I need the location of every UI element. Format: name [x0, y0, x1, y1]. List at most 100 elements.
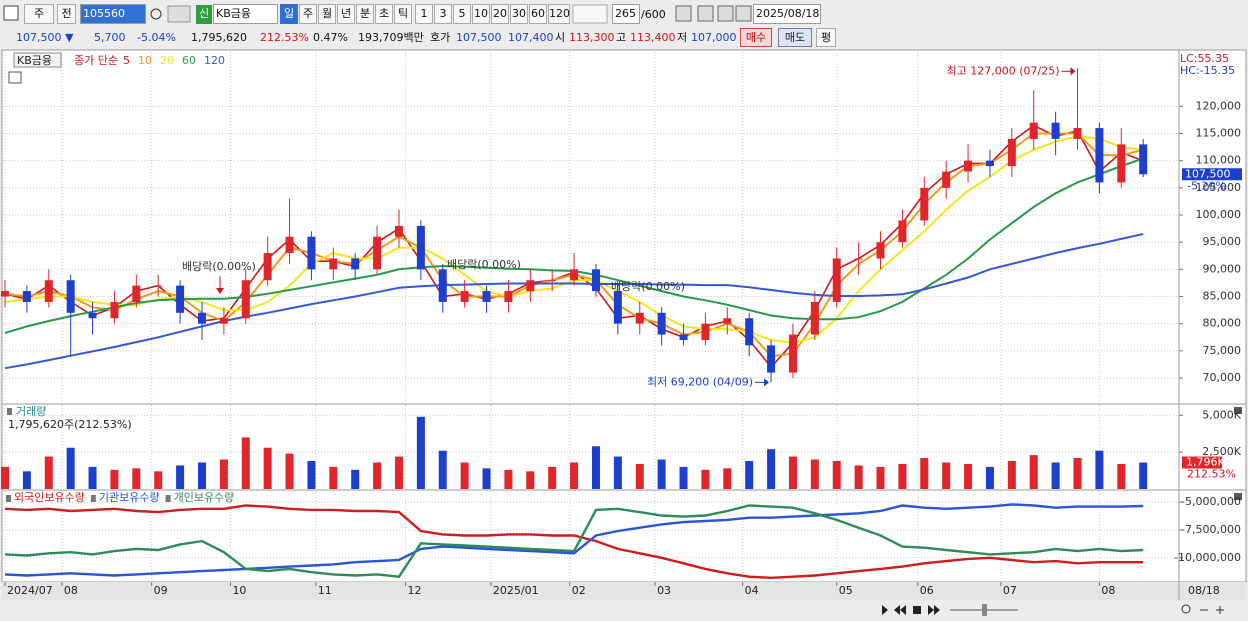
holding-line [4, 504, 1144, 578]
zoom-in[interactable] [1216, 606, 1224, 614]
zoom-thumb[interactable] [982, 604, 987, 616]
candle-body [985, 160, 994, 167]
prev-button[interactable]: 전 [57, 4, 76, 24]
minute-button[interactable]: 10 [472, 4, 490, 24]
volume-bar [1073, 458, 1082, 489]
interval-button[interactable]: 틱 [394, 4, 412, 24]
pane-title-marker [7, 408, 12, 415]
volume-bar [460, 462, 469, 489]
sell-button[interactable]: 매도 [778, 28, 812, 47]
minute-button[interactable]: 1 [415, 4, 433, 24]
sound-button[interactable] [167, 5, 191, 23]
interval-button[interactable]: 일 [280, 4, 298, 24]
candle-body [1007, 138, 1016, 167]
count-input[interactable]: 265 [612, 4, 640, 24]
quote-volume: 1,795,620 [191, 31, 247, 44]
candle-body [307, 236, 316, 270]
tool-icon[interactable] [717, 5, 734, 22]
quote-open: 113,300 [569, 31, 615, 44]
minute-dropdown[interactable] [572, 4, 608, 24]
candle-body [1073, 128, 1082, 139]
minute-button[interactable]: 20 [491, 4, 509, 24]
date-input[interactable]: 2025/08/18 [753, 4, 821, 24]
candle-body [613, 291, 622, 324]
y-tick-label: 115,000 [1196, 127, 1242, 140]
candle-body [591, 269, 600, 292]
bottom-bar [0, 601, 1248, 621]
tool-icon[interactable] [735, 5, 752, 22]
x-tick-label: 08 [64, 584, 78, 597]
window-icon[interactable] [3, 5, 19, 21]
quote-high: 113,400 [630, 31, 676, 44]
minute-button[interactable]: 60 [529, 4, 547, 24]
volume-bar [526, 471, 535, 489]
last-volume-box [1182, 456, 1222, 469]
x-tick-label: 06 [920, 584, 934, 597]
volume-bar [1139, 462, 1148, 489]
candle-body [285, 236, 294, 254]
candle-body [482, 291, 491, 302]
interval-button[interactable]: 월 [318, 4, 336, 24]
x-tick-label: 11 [318, 584, 332, 597]
candle-body [460, 291, 469, 302]
candle-body [854, 258, 863, 260]
last-change-label: -5.20% [1187, 179, 1226, 192]
legend-entry: 개인보유수량 [174, 491, 235, 504]
scroll-start[interactable] [894, 605, 906, 615]
search-button[interactable] [150, 8, 162, 20]
interval-button[interactable]: 초 [375, 4, 393, 24]
tool-icon[interactable] [697, 5, 714, 22]
buy-button[interactable]: 매수 [740, 28, 772, 47]
candle-body [526, 280, 535, 292]
interval-button[interactable]: 년 [337, 4, 355, 24]
volume-bar [657, 459, 666, 489]
scroll-right[interactable] [882, 605, 888, 615]
minute-button[interactable]: 3 [434, 4, 452, 24]
candle-body [329, 258, 338, 270]
interval-button[interactable]: 분 [356, 4, 374, 24]
period-select[interactable]: 주 [24, 4, 54, 24]
legend-entry: 10 [138, 54, 152, 67]
interval-button[interactable]: 주 [299, 4, 317, 24]
legend-entry: 20 [160, 54, 174, 67]
holding-line [4, 504, 1144, 580]
pane-menu[interactable] [1234, 407, 1242, 414]
volume-bar [329, 466, 338, 489]
volume-bar [1007, 461, 1016, 489]
table-icon[interactable] [8, 71, 22, 84]
minute-button[interactable]: 30 [510, 4, 528, 24]
volume-bar [88, 466, 97, 489]
x-axis-band [2, 582, 1246, 600]
volume-bar [832, 461, 841, 489]
candle-body [88, 312, 97, 319]
x-tick-label: 12 [408, 584, 422, 597]
volume-bar [701, 469, 710, 489]
pane-menu[interactable] [1234, 493, 1242, 500]
volume-bar [1, 466, 9, 489]
volume-bar [854, 465, 863, 489]
candle-body [964, 160, 973, 172]
volume-bar [438, 450, 447, 489]
y-tick-label: 5,000K [1202, 408, 1241, 421]
dividend-annotation: 배당락(0.00%) [182, 260, 256, 273]
tool-icon[interactable] [675, 5, 692, 22]
volume-bar [679, 466, 688, 489]
quote-open-label: 시 [555, 31, 566, 44]
volume-bar [548, 466, 557, 489]
stock-code-input[interactable]: 105560 [80, 4, 146, 24]
stock-name-input[interactable]: KB금융 [213, 4, 278, 24]
minute-button[interactable]: 5 [453, 4, 471, 24]
legend-entry: 5 [123, 54, 130, 67]
quote-ask: 107,500 [456, 31, 502, 44]
minute-button[interactable]: 120 [548, 4, 570, 24]
stop[interactable] [913, 606, 921, 614]
legend-entry: 기관보유수량 [99, 491, 160, 504]
bottom-toolbar [0, 601, 1248, 621]
candle-body [132, 285, 141, 302]
search-icon[interactable] [1181, 604, 1191, 614]
x-tick-label: 10 [232, 584, 246, 597]
max-count: /600 [641, 8, 666, 21]
avg-button[interactable]: 평 [816, 28, 836, 47]
scroll-end[interactable] [928, 605, 940, 615]
